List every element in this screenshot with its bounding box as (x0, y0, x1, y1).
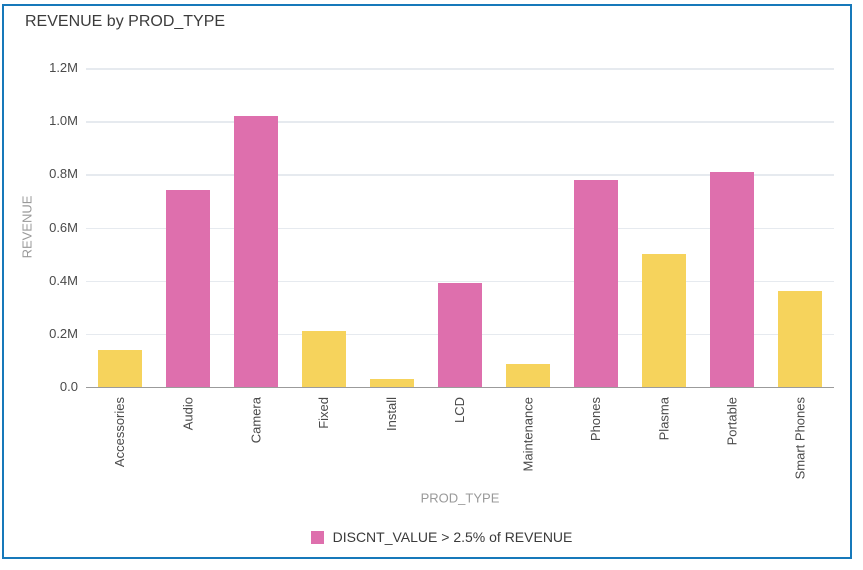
bar-lcd[interactable] (438, 283, 482, 387)
chart-title: REVENUE by PROD_TYPE (25, 13, 226, 30)
x-axis-line (86, 386, 834, 388)
bar-smart-phones[interactable] (778, 291, 822, 387)
gridline-0.4M (86, 280, 834, 283)
y-tick-label-0.4M: 0.4M (49, 272, 78, 288)
gridline-1.0M (86, 121, 834, 123)
bar-camera[interactable] (234, 115, 278, 387)
y-tick-label-0.8M: 0.8M (49, 166, 78, 182)
gridline-0.8M (86, 174, 834, 176)
x-tick-label-camera: Camera (248, 397, 263, 444)
x-tick-label-plasma: Plasma (656, 397, 671, 441)
x-tick-label-phones: Phones (588, 397, 603, 442)
y-tick-label-0.2M: 0.2M (49, 325, 78, 341)
y-tick-label-1.0M: 1.0M (49, 113, 78, 129)
bar-portable[interactable] (710, 171, 754, 387)
bar-audio[interactable] (166, 190, 210, 387)
y-tick-label-1.2M: 1.2M (49, 60, 78, 75)
x-tick-label-fixed: Fixed (316, 397, 331, 429)
y-axis-title: REVENUE (19, 195, 35, 259)
bar-accessories[interactable] (98, 349, 142, 387)
bar-phones[interactable] (574, 179, 618, 387)
x-tick-label-portable: Portable (724, 397, 739, 446)
x-tick-label-lcd: LCD (452, 397, 467, 424)
x-tick-label-maintenance: Maintenance (520, 397, 535, 472)
bar-install[interactable] (370, 379, 414, 387)
x-tick-label-accessories: Accessories (112, 397, 127, 468)
gridline-0.6M (86, 227, 834, 229)
bar-plasma[interactable] (642, 254, 686, 387)
bar-maintenance[interactable] (506, 364, 550, 387)
x-tick-label-audio: Audio (180, 397, 195, 431)
legend[interactable]: DISCNT_VALUE > 2.5% of REVENUE (10, 529, 863, 545)
legend-swatch-icon (310, 530, 324, 544)
y-tick-label-0.0: 0.0 (59, 379, 78, 394)
bar-fixed[interactable] (302, 331, 346, 387)
y-tick-label-0.6M: 0.6M (49, 219, 78, 235)
x-tick-label-install: Install (384, 397, 399, 431)
gridline-1.2M (86, 68, 834, 70)
x-axis-title: PROD_TYPE (420, 490, 500, 506)
legend-label: DISCNT_VALUE > 2.5% of REVENUE (332, 529, 573, 545)
plot-area (86, 68, 834, 388)
x-tick-label-smart-phones: Smart Phones (792, 397, 807, 480)
